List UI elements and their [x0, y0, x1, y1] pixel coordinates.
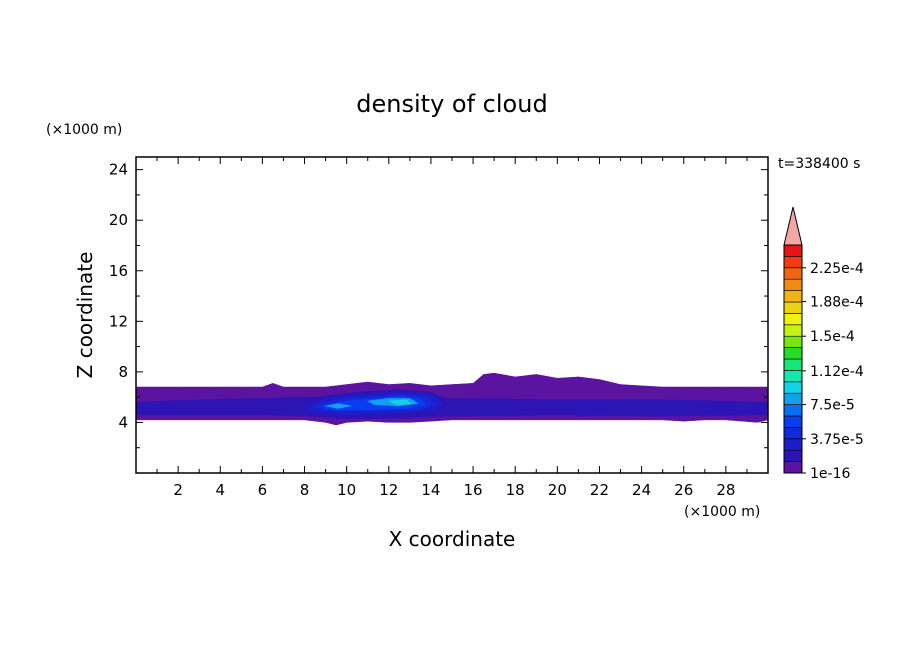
colorbar-segment-2 — [783, 438, 803, 451]
x-tick-label: 18 — [506, 481, 525, 499]
contour-region-3 — [482, 404, 527, 417]
x-tick-label: 12 — [379, 481, 398, 499]
plot-frame — [135, 156, 769, 474]
colorbar-label: 2.25e-4 — [810, 261, 864, 277]
x-tick-label: 26 — [674, 481, 693, 499]
colorbar-label: 7.5e-5 — [810, 398, 855, 414]
colorbar-segment-5 — [783, 404, 803, 417]
colorbar-label: 1.5e-4 — [810, 329, 855, 345]
y-tick-label: 4 — [118, 413, 128, 431]
colorbar-segment-7 — [783, 381, 803, 394]
x-tick-label: 28 — [716, 481, 735, 499]
colorbar-segment-17 — [783, 267, 803, 280]
x-unit-label: (×1000 m) — [684, 504, 760, 520]
y-tick-label: 8 — [118, 363, 128, 381]
colorbar-label: 3.75e-5 — [810, 432, 864, 448]
chart-title: density of cloud — [356, 90, 547, 118]
x-axis-label: X coordinate — [389, 527, 516, 551]
colorbar-segment-8 — [783, 370, 803, 383]
colorbar-segment-9 — [783, 358, 803, 371]
y-unit-label: (×1000 m) — [46, 122, 122, 138]
colorbar-segment-3 — [783, 427, 803, 440]
x-tick-label: 22 — [590, 481, 609, 499]
x-tick-label: 2 — [173, 481, 183, 499]
x-axis-ticks: 2 4 6 8 10 12 14 16 18 20 22 24 26 28 — [156, 157, 748, 499]
colorbar-segment-10 — [783, 347, 803, 360]
x-tick-label: 20 — [548, 481, 567, 499]
x-tick-label: 4 — [215, 481, 225, 499]
density-contours — [135, 372, 769, 426]
y-axis-ticks: 4 8 12 16 20 24 — [109, 161, 768, 449]
colorbar-over-arrow — [783, 206, 803, 246]
y-axis-label: Z coordinate — [73, 252, 97, 379]
colorbar-label: 1.12e-4 — [810, 364, 864, 380]
y-tick-label: 16 — [109, 262, 128, 280]
colorbar-segment-6 — [783, 392, 803, 405]
x-tick-label: 10 — [337, 481, 356, 499]
colorbar-segment-0 — [783, 461, 803, 474]
colorbar-segment-18 — [783, 256, 803, 269]
colorbar-segment-1 — [783, 449, 803, 462]
x-tick-label: 8 — [300, 481, 310, 499]
x-tick-label: 6 — [258, 481, 268, 499]
colorbar-segment-19 — [783, 244, 803, 257]
colorbar-segment-13 — [783, 313, 803, 326]
colorbar-segment-14 — [783, 301, 803, 314]
contour-region-11 — [388, 399, 413, 405]
colorbar: 1e-16 3.75e-5 7.5e-5 1.12e-4 1.5e-4 1.88e-4 2.… — [783, 206, 864, 482]
colorbar-label: 1e-16 — [810, 466, 850, 482]
colorbar-segment-16 — [783, 278, 803, 291]
y-tick-label: 12 — [109, 312, 128, 330]
colorbar-frame — [783, 244, 803, 474]
contour-region-10 — [325, 403, 351, 409]
colorbar-segment-15 — [783, 290, 803, 303]
x-tick-label: 14 — [421, 481, 440, 499]
x-tick-label: 24 — [632, 481, 651, 499]
y-tick-label: 20 — [109, 211, 128, 229]
colorbar-label: 1.88e-4 — [810, 295, 864, 311]
contour-region-5 — [683, 403, 759, 413]
y-tick-label: 24 — [109, 161, 128, 179]
contour-region-4 — [557, 404, 622, 417]
x-tick-label: 16 — [464, 481, 483, 499]
colorbar-segment-11 — [783, 335, 803, 348]
colorbar-segment-12 — [783, 324, 803, 337]
time-label: t=338400 s — [778, 156, 860, 172]
colorbar-segment-4 — [783, 415, 803, 428]
